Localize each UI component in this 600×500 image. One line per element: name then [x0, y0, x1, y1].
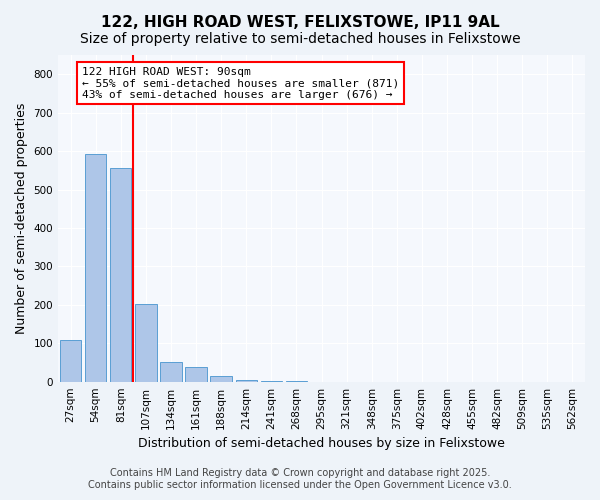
- Bar: [260, 381, 282, 382]
- Text: Size of property relative to semi-detached houses in Felixstowe: Size of property relative to semi-detach…: [80, 32, 520, 46]
- Bar: [236, 380, 257, 382]
- Y-axis label: Number of semi-detached properties: Number of semi-detached properties: [15, 102, 28, 334]
- Text: Contains HM Land Registry data © Crown copyright and database right 2025.
Contai: Contains HM Land Registry data © Crown c…: [88, 468, 512, 490]
- Bar: [60, 340, 81, 382]
- Bar: [110, 168, 131, 382]
- Bar: [85, 154, 106, 382]
- Bar: [135, 304, 157, 382]
- X-axis label: Distribution of semi-detached houses by size in Felixstowe: Distribution of semi-detached houses by …: [138, 437, 505, 450]
- Bar: [160, 362, 182, 382]
- Bar: [211, 376, 232, 382]
- Text: 122 HIGH ROAD WEST: 90sqm
← 55% of semi-detached houses are smaller (871)
43% of: 122 HIGH ROAD WEST: 90sqm ← 55% of semi-…: [82, 66, 399, 100]
- Bar: [185, 368, 207, 382]
- Text: 122, HIGH ROAD WEST, FELIXSTOWE, IP11 9AL: 122, HIGH ROAD WEST, FELIXSTOWE, IP11 9A…: [101, 15, 499, 30]
